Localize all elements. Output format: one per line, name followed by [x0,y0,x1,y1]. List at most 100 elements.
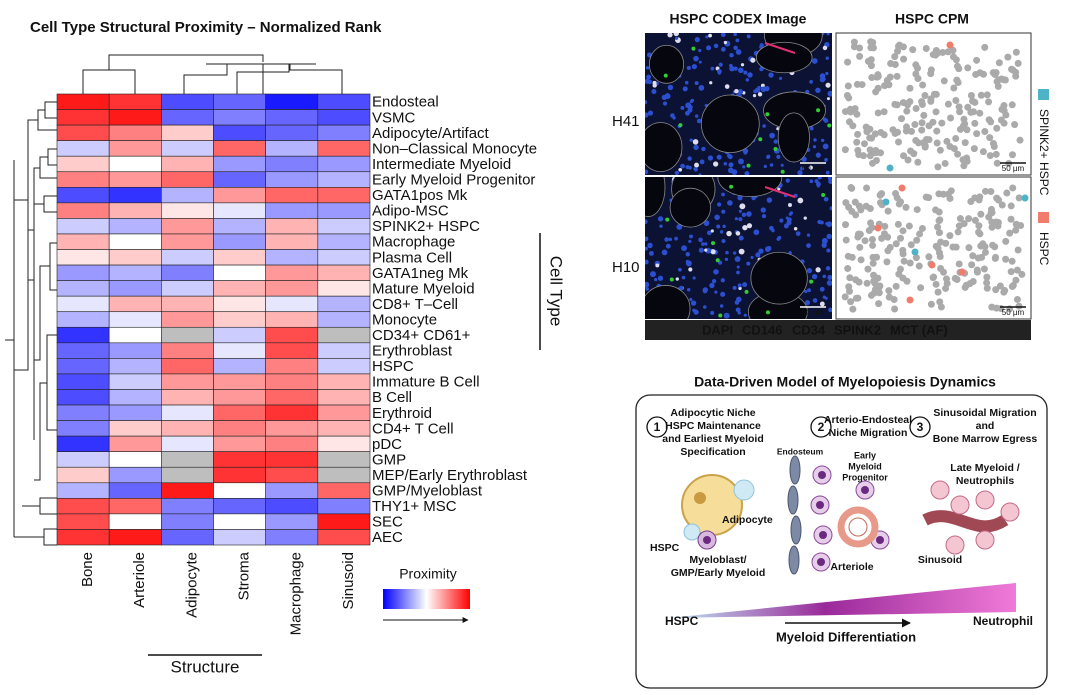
step-text: Arterio-Endosteal [824,414,912,426]
chart-title: Cell Type Structural Proximity – Normali… [30,19,382,36]
nucleus [812,145,817,149]
hspc-point [882,198,890,206]
nucleus [766,155,770,159]
heatmap-cell [317,233,371,250]
nucleus [686,65,691,71]
cell-point [887,60,895,68]
cell-point [899,99,907,107]
row-label: Adipo-MSC [372,203,449,220]
cd34-cell [780,169,785,174]
nucleus [747,72,753,78]
cell-point [846,105,854,113]
vessel [764,42,796,54]
heatmap-cell [213,187,266,204]
cell-point [953,275,961,283]
heatmap-cell [265,435,319,452]
cd34-cell [746,163,751,168]
cell-point [1012,48,1020,56]
heatmap-cell [213,140,266,157]
cell-point [885,293,893,301]
cell-point [952,56,960,64]
step-text: Specification [680,446,745,458]
cd34-cell [729,184,734,189]
cell-point [967,197,975,205]
heatmap-cell [161,466,214,484]
row-label: CD8+ T–Cell [372,296,458,313]
heatmap-cell [265,233,319,250]
nucleus [733,33,737,37]
nucleus [714,214,720,221]
heatmap-cell [161,249,214,266]
cell-point [891,100,899,108]
heatmap-cell [108,187,162,204]
heatmap-cell [317,342,371,359]
cd34-cell [715,258,720,263]
cell-point [884,233,892,241]
row-label: Mature Myeloid [372,280,475,297]
heatmap-cell [161,280,214,297]
diagram-label: Myeloblast/ [689,554,746,566]
cell-point [927,70,935,78]
cell-point [918,98,926,106]
scale-bar-label: 50 µm [1002,164,1025,173]
nucleus [822,274,827,279]
nucleus [661,249,668,256]
nucleus [722,224,726,229]
cell-point [969,108,977,116]
heatmap-cell [108,451,162,468]
nucleus [811,273,818,280]
heatmap-cell [108,420,162,437]
cell-point [906,259,914,267]
column-label: Bone [79,552,96,587]
nucleus [743,313,747,317]
nucleus [694,114,699,118]
cell-point [950,145,958,153]
nucleus [822,295,827,299]
nucleus [755,252,761,258]
heatmap-cell [213,498,266,515]
heatmap-cell [161,124,214,141]
step-markers [646,416,931,438]
nucleus [725,250,729,255]
sample-label: H10 [612,259,640,276]
heatmap-cell [213,171,266,188]
cell-point [992,286,1000,294]
cd34-cell [665,217,670,222]
nucleus [711,278,717,284]
cell-point [1009,184,1017,192]
nucleus [721,209,726,214]
nucleus [719,304,724,308]
cell-point [854,294,862,302]
cell-point [849,305,857,313]
cell-point [899,227,907,235]
nucleus [746,261,751,266]
heatmap-cell [108,373,162,390]
diagram-label: Endosteum [777,446,824,456]
cell-point [871,130,879,138]
cd34-cell [711,241,716,246]
cell-point [1002,237,1010,245]
cell-point [878,234,886,242]
nucleus [823,196,829,202]
legend-label: HSPC [1037,232,1051,266]
cell-point [916,230,924,238]
cell-point [913,206,921,214]
nucleus [821,138,825,143]
hspc-point [911,248,919,256]
heatmap-cell [265,513,319,530]
microscopy-cells [645,33,1029,319]
heatmap-cell [213,513,266,530]
nucleus [771,228,775,233]
nucleus [723,312,730,319]
nucleus [806,243,811,248]
nucleus [746,34,751,39]
adipocyte-void [648,44,685,84]
cell-point [934,223,942,231]
row-label: Adipocyte/Artifact [372,125,490,142]
cell-point [936,253,944,261]
nucleus [806,267,813,274]
cell-point [897,234,905,242]
nucleus [657,275,664,281]
heatmap-cell [161,451,214,468]
heatmap-cell [317,109,371,126]
